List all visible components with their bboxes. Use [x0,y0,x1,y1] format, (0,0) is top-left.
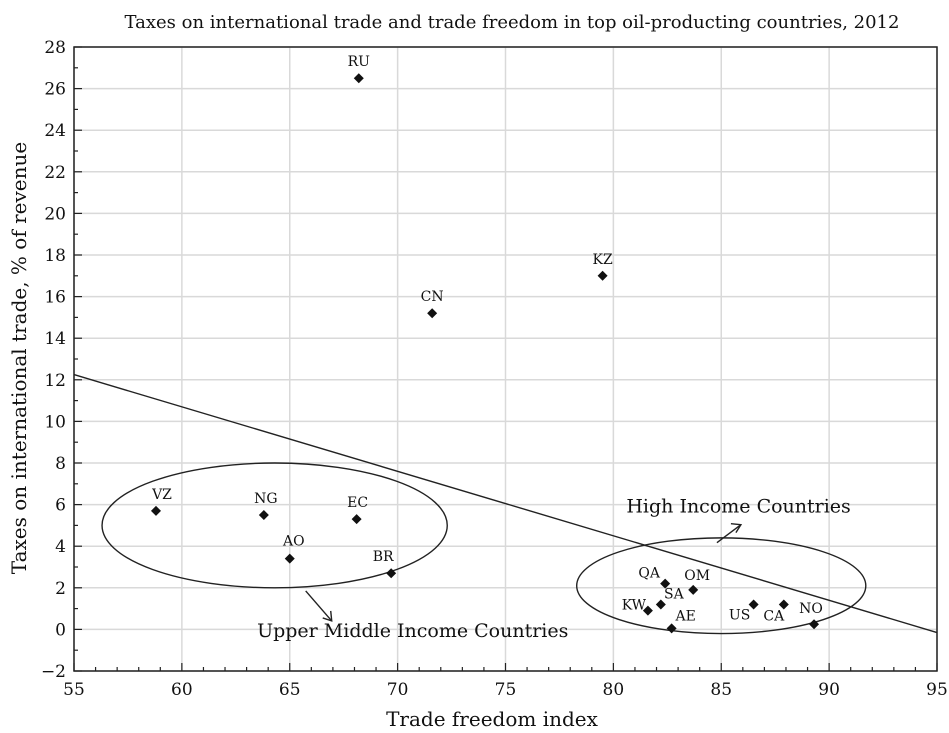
y-tick-label: 6 [55,496,66,516]
point-marker-ec [351,514,362,525]
point-marker-vz [150,505,161,516]
point-label-kz: KZ [592,252,612,268]
point-label-ng: NG [254,491,277,507]
point-label-om: OM [684,568,710,584]
y-tick-label: −2 [41,662,66,682]
y-tick-label: 24 [44,121,66,141]
point-label-kw: KW [622,598,647,614]
x-tick-labels: 55 60 65 70 75 80 85 90 95 [63,680,948,700]
gridlines [73,46,938,672]
y-tick-label: 4 [55,537,66,557]
point-marker-cn [427,308,438,319]
point-marker-om [688,584,699,595]
chart-title: Taxes on international trade and trade f… [125,12,900,33]
y-tick-label: 18 [44,246,66,266]
y-tick-label: 20 [44,204,66,224]
x-tick-label: 85 [710,680,732,700]
y-tick-label: 12 [44,371,66,391]
point-marker-qa [660,578,671,589]
group-ellipse [575,537,867,635]
point-label-us: US [729,607,750,623]
point-label-no: NO [799,601,823,617]
axis-ticks [73,46,938,672]
group-label: Upper Middle Income Countries [257,620,568,642]
trend-line-group [73,373,938,634]
y-tick-label: 0 [55,620,66,640]
x-tick-label: 70 [387,680,409,700]
point-marker-ae [666,623,677,634]
x-tick-label: 75 [495,680,517,700]
arrow-head [730,522,743,534]
point-label-vz: VZ [151,487,172,503]
point-label-ae: AE [674,608,695,624]
trend-line [73,373,938,634]
point-label-cn: CN [421,289,444,305]
x-tick-label: 60 [171,680,193,700]
y-axis-label: Taxes on international trade, % of reven… [7,142,31,574]
point-label-ao: AO [282,534,305,550]
y-tick-label: 22 [44,163,66,183]
data-points: RU KZ CN VZ NG EC AO BR QA OM KW SA AE US CA NO [150,54,823,634]
point-marker-kz [597,270,608,281]
group-arrow [716,524,742,544]
point-label-ru: RU [348,54,371,70]
point-marker-ru [353,73,364,84]
point-marker-no [809,619,820,630]
point-marker-ng [258,510,269,520]
point-label-sa: SA [664,586,685,602]
x-tick-label: 90 [818,680,840,700]
point-marker-sa [655,599,666,610]
point-marker-kw [642,605,653,616]
x-tick-label: 55 [63,680,85,700]
group-ellipses: Upper Middle Income Countries High Income… [101,462,867,642]
x-tick-label: 65 [279,680,301,700]
point-marker-us [748,599,759,610]
group-ellipse [101,462,448,589]
point-label-ca: CA [763,608,785,624]
group-arrow [305,590,333,622]
y-tick-label: 2 [55,579,66,599]
y-tick-label: 26 [44,80,66,100]
point-label-qa: QA [638,566,660,582]
x-tick-label: 95 [926,680,948,700]
x-tick-label: 80 [603,680,625,700]
y-tick-label: 14 [44,329,66,349]
point-label-ec: EC [347,495,368,511]
y-tick-label: 16 [44,288,66,308]
y-tick-label: 28 [44,38,66,58]
point-marker-ao [284,553,295,564]
point-marker-ca [778,599,789,610]
group-label: High Income Countries [626,496,850,518]
x-axis-label: Trade freedom index [386,707,599,731]
y-tick-label: 8 [55,454,66,474]
point-marker-br [386,568,397,579]
arrow-head [322,610,333,622]
y-tick-label: 10 [44,412,66,432]
point-label-br: BR [373,549,394,565]
